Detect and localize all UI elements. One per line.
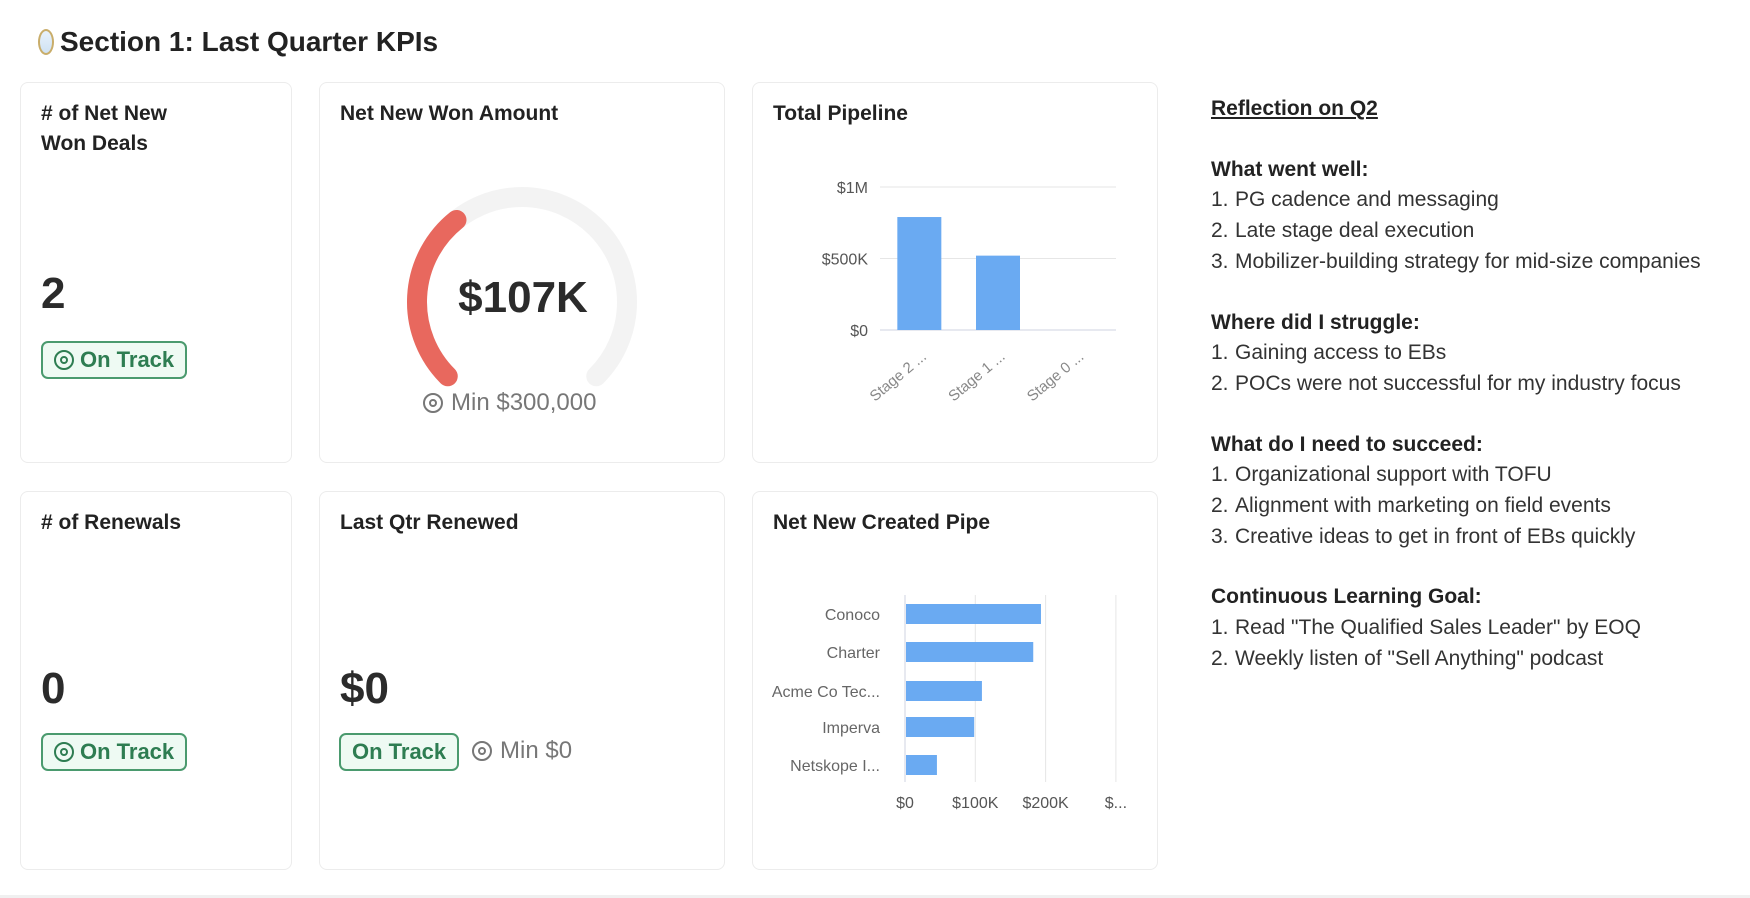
y-tick-label: $500K <box>822 252 869 269</box>
status-badge: On Track <box>339 733 460 771</box>
card-title: # of Renewals <box>41 511 182 534</box>
card-net-new-won-amount[interactable]: Net New Won Amount $107K Min $300,000 <box>319 82 725 463</box>
target-icon <box>423 393 443 413</box>
kpi-value: 0 <box>41 664 66 713</box>
net-new-created-pipe-chart: $0 $100K $200K $... Conoco Charter Acme Co Tec… <box>772 595 1127 812</box>
list-item-text: Mobilizer-building strategy for mid-size… <box>1235 249 1701 273</box>
x-tick-label: $0 <box>896 795 914 812</box>
total-pipeline-chart: $0 $500K $1M Stage 2 ... Stage 1 ... Stage 0 … <box>822 180 1116 405</box>
bar <box>906 681 982 701</box>
section-heading: What went well: <box>1211 157 1369 181</box>
reflection-section: Where did I struggle: 1. Gaining access to… <box>1211 308 1701 400</box>
reflection-title: Reflection on Q2 <box>1211 97 1378 120</box>
card-title: # of Net New Won Deals <box>41 102 168 155</box>
gauge <box>407 187 637 387</box>
section-heading: Continuous Learning Goal: <box>1211 585 1482 609</box>
card-title: Total Pipeline <box>773 102 908 125</box>
list-item-text: Organizational support with TOFU <box>1235 463 1552 487</box>
list-item-text: POCs were not successful for my industry… <box>1235 371 1681 395</box>
x-tick-label: Stage 0 ... <box>1024 348 1087 405</box>
gem-icon <box>38 29 54 55</box>
card-title: Net New Won Amount <box>340 102 559 125</box>
list-item-text: Alignment with marketing on field events <box>1235 494 1611 518</box>
reflection-section: What do I need to succeed: 1. Organization… <box>1211 430 1701 553</box>
card-title: Net New Created Pipe <box>773 511 991 534</box>
min-target: Min $0 <box>500 737 573 764</box>
status-text: On Track <box>80 347 175 372</box>
section-heading: Where did I struggle: <box>1211 310 1420 334</box>
list-item: 1. Organizational support with TOFU <box>1211 460 1701 491</box>
x-tick-label: Stage 1 ... <box>945 348 1008 405</box>
list-item-text: Late stage deal execution <box>1235 219 1475 243</box>
target-icon <box>54 350 74 370</box>
target-icon <box>472 741 492 761</box>
reflection-section: Continuous Learning Goal: 1. Read "The Qua… <box>1211 582 1701 674</box>
list-item-text: Gaining access to EBs <box>1235 341 1447 365</box>
bar <box>906 642 1034 662</box>
y-tick-label: $0 <box>850 323 868 340</box>
status-text: On Track <box>352 739 447 764</box>
list-item: 1. Gaining access to EBs <box>1211 338 1701 369</box>
list-item-text: Creative ideas to get in front of EBs qu… <box>1235 524 1636 548</box>
card-total-pipeline[interactable]: Total Pipeline $0 $500K $1M Stage 2 ... Stag… <box>752 82 1158 463</box>
x-tick-label: $... <box>1105 795 1127 812</box>
target-icon <box>54 742 74 762</box>
card-net-new-won-deals[interactable]: # of Net New Won Deals 2 On Track <box>20 82 292 463</box>
gauge-fill <box>407 209 467 387</box>
y-tick-label: Imperva <box>822 720 880 737</box>
gauge-value: $107K <box>458 273 588 322</box>
reflection-panel: Reflection on Q2 What went well: 1. PG cad… <box>1211 94 1701 675</box>
y-tick-label: Netskope I... <box>790 758 880 775</box>
reflection-section: What went well: 1. PG cadence and messagin… <box>1211 155 1701 278</box>
section-title-text: Section 1: Last Quarter KPIs <box>60 26 439 57</box>
card-net-new-created-pipe[interactable]: Net New Created Pipe $0 $100K $200K $... Con… <box>752 491 1158 870</box>
bar <box>906 717 975 737</box>
y-tick-label: Charter <box>827 645 881 662</box>
status-badge: On Track <box>41 341 188 379</box>
list-item: 3. Creative ideas to get in front of EBs … <box>1211 522 1701 553</box>
section-title: Section 1: Last Quarter KPIs <box>38 26 438 58</box>
x-tick-label: $200K <box>1022 795 1069 812</box>
list-item: 3. Mobilizer-building strategy for mid-si… <box>1211 247 1701 278</box>
card-renewals[interactable]: # of Renewals 0 On Track <box>20 491 292 870</box>
y-tick-label: $1M <box>837 180 868 197</box>
kpi-value: $0 <box>340 664 389 713</box>
bar <box>906 755 937 775</box>
list-item: 2. Weekly listen of "Sell Anything" podca… <box>1211 644 1701 675</box>
kpi-value: 2 <box>41 269 66 318</box>
y-tick-label: Acme Co Tec... <box>772 684 880 701</box>
card-last-qtr-renewed[interactable]: Last Qtr Renewed $0 On Track Min $0 <box>319 491 725 870</box>
list-item: 2. Late stage deal execution <box>1211 216 1701 247</box>
bar <box>906 604 1041 624</box>
bottom-divider <box>0 895 1750 898</box>
x-tick-label: $100K <box>952 795 999 812</box>
list-item-text: PG cadence and messaging <box>1235 188 1499 212</box>
min-target: Min $300,000 <box>451 389 597 416</box>
list-item: 2. Alignment with marketing on field even… <box>1211 491 1701 522</box>
list-item-text: Read "The Qualified Sales Leader" by EOQ <box>1235 616 1641 640</box>
list-item: 2. POCs were not successful for my indust… <box>1211 369 1701 400</box>
status-badge: On Track <box>41 733 188 771</box>
list-item: 1. Read "The Qualified Sales Leader" by E… <box>1211 613 1701 644</box>
bar <box>976 255 1020 330</box>
bar <box>897 217 942 330</box>
y-tick-label: Conoco <box>825 607 880 624</box>
list-item: 1. PG cadence and messaging <box>1211 185 1701 216</box>
x-tick-label: Stage 2 ... <box>867 348 930 405</box>
section-heading: What do I need to succeed: <box>1211 432 1483 456</box>
card-title: Last Qtr Renewed <box>340 511 519 534</box>
status-text: On Track <box>80 739 175 764</box>
list-item-text: Weekly listen of "Sell Anything" podcast <box>1235 646 1604 670</box>
